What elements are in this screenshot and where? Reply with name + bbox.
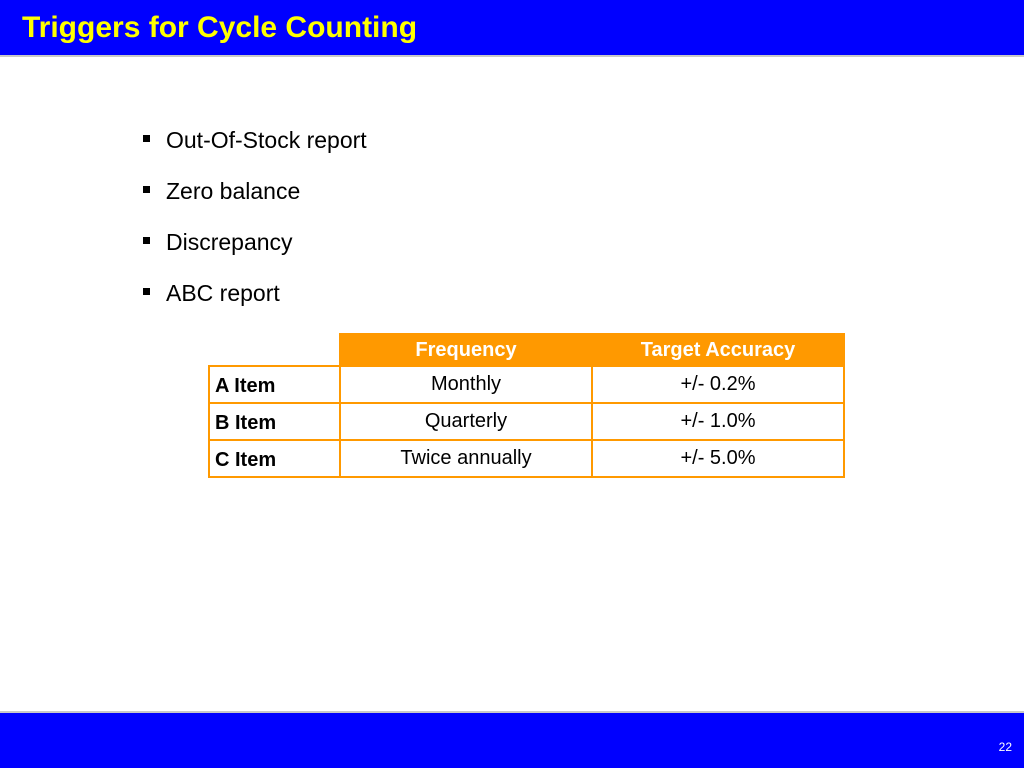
slide-title: Triggers for Cycle Counting <box>22 11 418 44</box>
bullet-list: Out-Of-Stock report Zero balance Discrep… <box>142 122 367 326</box>
header-divider <box>0 55 1024 57</box>
accuracy-cell: +/- 5.0% <box>591 439 845 478</box>
table-row: C Item Twice annually +/- 5.0% <box>208 439 845 478</box>
bullet-item: Discrepancy <box>142 224 367 275</box>
page-number: 22 <box>998 740 1012 754</box>
bullet-item: Zero balance <box>142 173 367 224</box>
frequency-cell: Quarterly <box>339 402 593 441</box>
frequency-cell: Twice annually <box>339 439 593 478</box>
square-bullet-icon <box>143 237 150 244</box>
row-label: C Item <box>208 439 341 478</box>
accuracy-cell: +/- 0.2% <box>591 365 845 404</box>
footer-divider <box>0 711 1024 713</box>
table-row: A Item Monthly +/- 0.2% <box>208 365 845 404</box>
bullet-text: Out-Of-Stock report <box>166 127 367 153</box>
row-label: A Item <box>208 365 341 404</box>
bullet-item: Out-Of-Stock report <box>142 122 367 173</box>
table-header-row: Frequency Target Accuracy <box>209 333 845 367</box>
accuracy-cell: +/- 1.0% <box>591 402 845 441</box>
header-cell-target-accuracy: Target Accuracy <box>591 333 845 367</box>
bullet-item: ABC report <box>142 275 367 326</box>
frequency-cell: Monthly <box>339 365 593 404</box>
square-bullet-icon <box>143 288 150 295</box>
bullet-text: Zero balance <box>166 178 301 204</box>
footer-bar <box>0 713 1024 768</box>
cycle-count-table: Frequency Target Accuracy A Item Monthly… <box>208 333 845 478</box>
header-cell-blank <box>209 334 340 367</box>
bullet-text: Discrepancy <box>166 229 293 255</box>
header-cell-frequency: Frequency <box>339 333 593 367</box>
square-bullet-icon <box>143 186 150 193</box>
header-bar: Triggers for Cycle Counting <box>0 0 1024 55</box>
square-bullet-icon <box>143 135 150 142</box>
bullet-text: ABC report <box>166 280 280 306</box>
row-label: B Item <box>208 402 341 441</box>
table-row: B Item Quarterly +/- 1.0% <box>208 402 845 441</box>
